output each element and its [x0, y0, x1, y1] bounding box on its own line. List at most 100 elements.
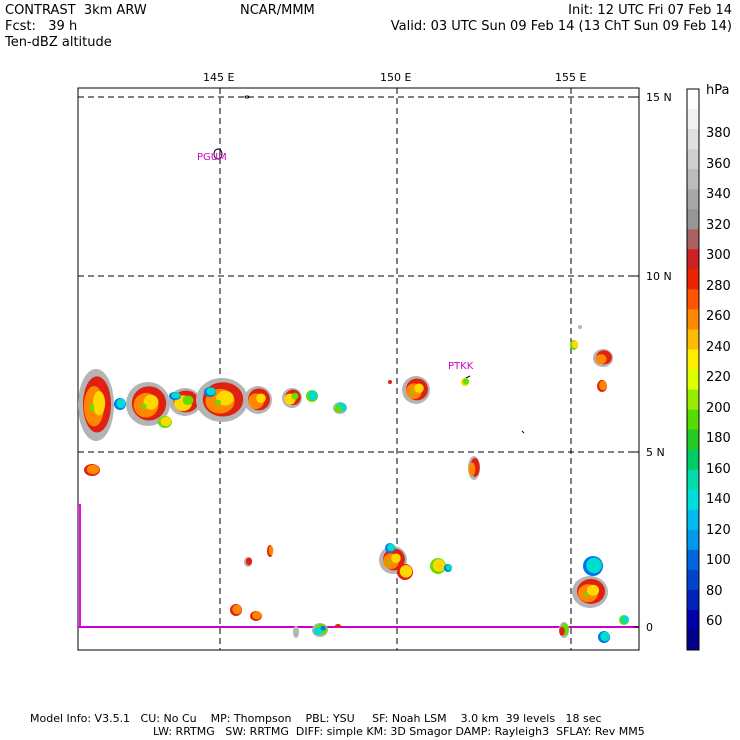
colorbar-swatch	[687, 589, 699, 611]
echo-cell	[462, 378, 470, 385]
colorbar-label: 100	[706, 553, 731, 568]
echo-cell	[252, 611, 262, 620]
colorbar-swatch	[687, 569, 699, 591]
echo-cell	[89, 403, 95, 412]
echo-cell	[308, 390, 318, 401]
echo-cell	[410, 390, 414, 395]
colorbar-swatch	[687, 489, 699, 511]
echo-cell	[468, 462, 476, 476]
lat-label-5n: 5 N	[646, 446, 665, 459]
echo-cell	[600, 631, 610, 642]
colorbar-swatch	[687, 109, 699, 130]
echo-cell	[578, 325, 582, 329]
domain-edge-line	[78, 504, 81, 627]
echo-cell	[586, 584, 600, 596]
ticks	[219, 88, 639, 628]
colorbar-label: 180	[706, 431, 731, 446]
echo-cell	[206, 387, 216, 396]
field-name: Ten-dBZ altitude	[5, 35, 112, 50]
colorbar-label: 280	[706, 278, 731, 294]
echo-cell	[399, 565, 413, 578]
coastlines	[213, 95, 525, 434]
echo-cell	[92, 390, 106, 416]
colorbar-swatch	[687, 449, 699, 471]
colorbar-swatch	[687, 229, 699, 250]
echo-cell	[335, 624, 341, 628]
colorbar-label: 140	[706, 492, 731, 507]
init-time: Init: 12 UTC Fri 07 Feb 14	[568, 3, 732, 18]
colorbar-label: 300	[706, 248, 731, 263]
colorbar-label: 220	[706, 370, 731, 385]
echo-cell	[334, 405, 342, 413]
echo-cell	[586, 557, 602, 574]
colorbar-swatch	[687, 629, 699, 651]
echo-cell	[571, 340, 579, 349]
colorbar-frame	[686, 88, 700, 651]
colorbar-swatch	[687, 549, 699, 571]
echo-cell	[214, 399, 222, 406]
colorbar-label: 340	[706, 187, 731, 202]
colorbar-label: 360	[706, 156, 731, 172]
place-label-ptkk: PTKK	[448, 361, 474, 372]
echo-cell	[232, 604, 242, 615]
colorbar-label: 260	[706, 309, 731, 324]
echo-cell	[291, 392, 299, 400]
lat-label-10n: 10 N	[646, 270, 672, 283]
colorbar-swatch	[687, 269, 699, 290]
echo-cell	[320, 625, 326, 631]
echo-cell	[414, 383, 424, 393]
valid-time: Valid: 03 UTC Sun 09 Feb 14 (13 ChT Sun …	[390, 19, 732, 34]
colorbar-label: 120	[706, 522, 731, 538]
echo-cell	[388, 380, 392, 384]
colorbar-swatch	[687, 249, 699, 270]
echo-cell	[256, 393, 266, 403]
colorbar-label: 160	[706, 461, 731, 477]
echo-cell	[245, 557, 253, 566]
graticule	[78, 88, 639, 650]
colorbar	[686, 88, 700, 651]
echo-cell	[445, 564, 453, 571]
echo-field	[78, 325, 629, 643]
echo-cell	[116, 398, 126, 409]
colorbar-swatch	[687, 469, 699, 491]
colorbar-unit: hPa	[706, 83, 730, 98]
echo-cell	[141, 403, 147, 410]
colorbar-swatch	[687, 89, 699, 110]
colorbar-swatch	[687, 169, 699, 190]
lat-label-eq: 0	[646, 621, 653, 634]
forecast-hour: Fcst: 39 h	[5, 19, 78, 34]
colorbar-label: 240	[706, 339, 731, 355]
colorbar-label: 60	[706, 614, 723, 629]
echo-cell	[432, 559, 446, 572]
echo-cell	[559, 626, 565, 636]
colorbar-swatch	[687, 389, 699, 411]
echo-cell	[86, 464, 100, 475]
colorbar-swatch	[687, 329, 699, 350]
lon-label-155: 155 E	[555, 71, 587, 84]
echo-cell	[182, 395, 194, 405]
model-title: CONTRAST 3km ARW	[5, 3, 147, 18]
model-info-line2: LW: RRTMG SW: RRTMG DIFF: simple KM: 3D …	[153, 725, 645, 738]
echo-cell	[583, 592, 589, 597]
echo-cell	[595, 354, 607, 365]
colorbar-swatch	[687, 149, 699, 170]
colorbar-swatch	[687, 189, 699, 210]
colorbar-swatch	[687, 289, 699, 310]
lon-label-150: 150 E	[380, 71, 412, 84]
colorbar-swatch	[687, 209, 699, 230]
colorbar-label: 80	[706, 583, 723, 599]
colorbar-swatch	[687, 369, 699, 391]
echo-cell	[621, 615, 629, 624]
echo-cell	[293, 626, 299, 638]
colorbar-swatch	[687, 349, 699, 370]
place-label-pgum: PGUM	[197, 152, 227, 163]
lat-label-15n: 15 N	[646, 91, 672, 104]
echo-cell	[391, 553, 401, 563]
lon-label-145: 145 E	[203, 71, 235, 84]
colorbar-swatch	[687, 429, 699, 451]
echo-cell	[599, 380, 607, 391]
model-info-line1: Model Info: V3.5.1 CU: No Cu MP: Thompso…	[30, 712, 602, 725]
echo-cell	[160, 416, 172, 427]
colorbar-swatch	[687, 409, 699, 431]
